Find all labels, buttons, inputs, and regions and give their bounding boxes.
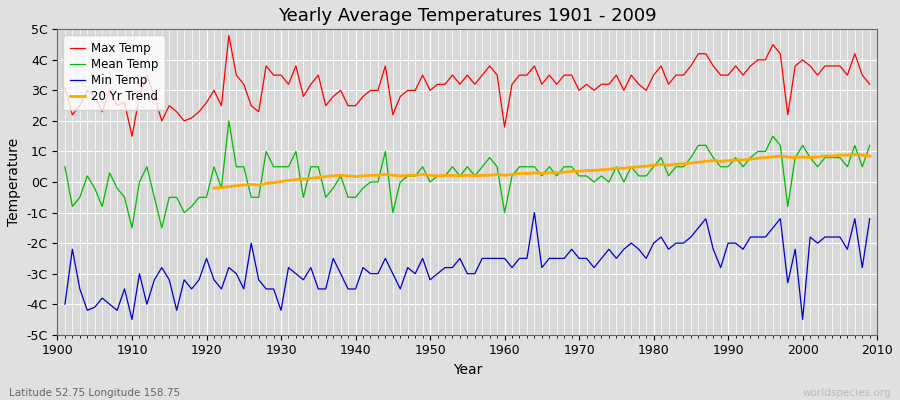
Line: Min Temp: Min Temp <box>65 212 869 320</box>
Mean Temp <box>127 226 138 230</box>
20 Yr Trend <box>275 179 286 184</box>
Min Temp <box>507 265 517 270</box>
20 Yr Trend <box>544 170 554 175</box>
20 Yr Trend <box>864 154 875 158</box>
20 Yr Trend <box>850 152 860 157</box>
Max Temp <box>604 82 615 87</box>
Y-axis label: Temperature: Temperature <box>7 138 21 226</box>
20 Yr Trend <box>343 174 354 178</box>
Min Temp <box>119 286 130 291</box>
Min Temp <box>59 302 70 307</box>
20 Yr Trend <box>291 177 302 182</box>
Max Temp <box>59 85 70 90</box>
Line: 20 Yr Trend: 20 Yr Trend <box>214 154 869 188</box>
Mean Temp <box>604 180 615 184</box>
20 Yr Trend <box>209 186 220 190</box>
Legend: Max Temp, Mean Temp, Min Temp, 20 Yr Trend: Max Temp, Mean Temp, Min Temp, 20 Yr Tre… <box>63 35 165 110</box>
Max Temp <box>119 100 130 105</box>
Max Temp <box>514 73 525 78</box>
Mean Temp <box>119 195 130 200</box>
Max Temp <box>127 134 138 139</box>
Line: Mean Temp: Mean Temp <box>65 121 869 228</box>
Title: Yearly Average Temperatures 1901 - 2009: Yearly Average Temperatures 1901 - 2009 <box>278 7 657 25</box>
20 Yr Trend <box>790 155 801 160</box>
Mean Temp <box>59 164 70 169</box>
Text: worldspecies.org: worldspecies.org <box>803 388 891 398</box>
Text: Latitude 52.75 Longitude 158.75: Latitude 52.75 Longitude 158.75 <box>9 388 180 398</box>
Mean Temp <box>298 195 309 200</box>
Mean Temp <box>864 143 875 148</box>
Min Temp <box>604 247 615 252</box>
Max Temp <box>298 94 309 99</box>
Mean Temp <box>343 195 354 200</box>
Max Temp <box>223 33 234 38</box>
Max Temp <box>507 82 517 87</box>
Min Temp <box>864 216 875 221</box>
Mean Temp <box>507 174 517 178</box>
Max Temp <box>864 82 875 87</box>
Min Temp <box>529 210 540 215</box>
Min Temp <box>291 271 302 276</box>
X-axis label: Year: Year <box>453 363 482 377</box>
Min Temp <box>127 317 138 322</box>
Mean Temp <box>514 164 525 169</box>
Max Temp <box>343 103 354 108</box>
Line: Max Temp: Max Temp <box>65 35 869 136</box>
Mean Temp <box>223 118 234 123</box>
20 Yr Trend <box>462 173 472 178</box>
Min Temp <box>335 271 346 276</box>
Min Temp <box>500 256 510 261</box>
